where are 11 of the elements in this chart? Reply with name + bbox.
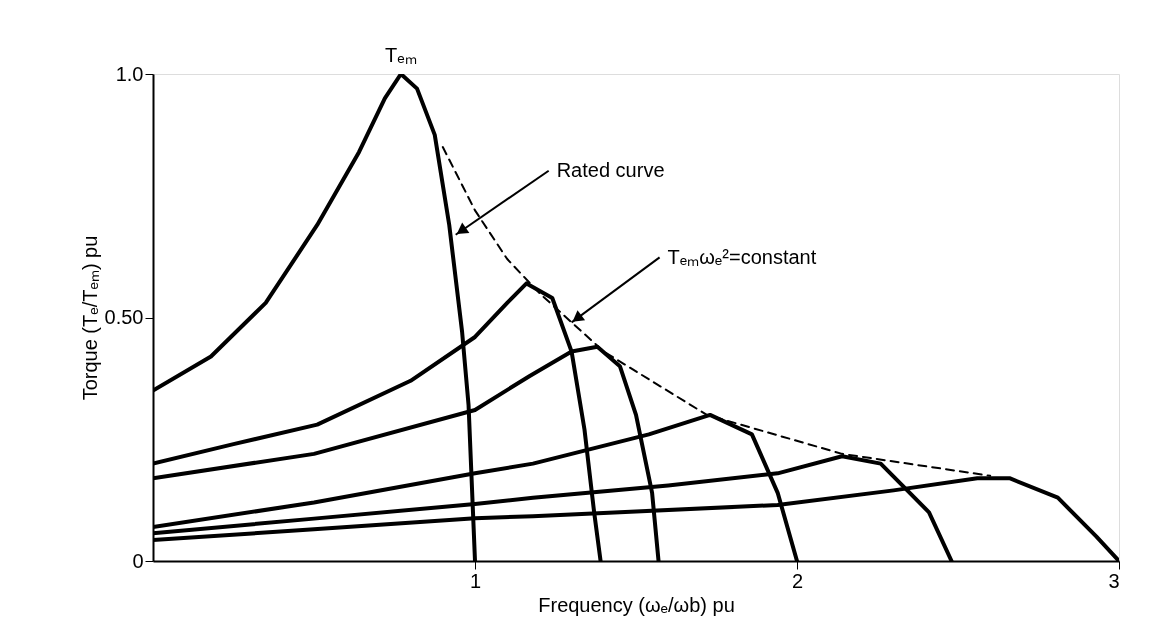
- x-tick-label: 1: [469, 569, 482, 592]
- x-tick-label: 2: [791, 569, 804, 592]
- annotation: Rated curve: [556, 158, 665, 181]
- y-tick-label: 0: [132, 549, 144, 572]
- annotation: Tₑₘ: [385, 44, 417, 66]
- y-tick-label: 1.0: [115, 62, 144, 85]
- y-tick-label: 0.50: [104, 306, 144, 328]
- y-axis-title: Torque (Tₑ/Tₑₘ) pu: [78, 235, 101, 401]
- annotation: Tₑₘωₑ²=constant: [667, 246, 817, 269]
- x-axis-title: Frequency (ωₑ/ωb) pu: [538, 593, 735, 616]
- x-tick-label: 3: [1108, 569, 1120, 592]
